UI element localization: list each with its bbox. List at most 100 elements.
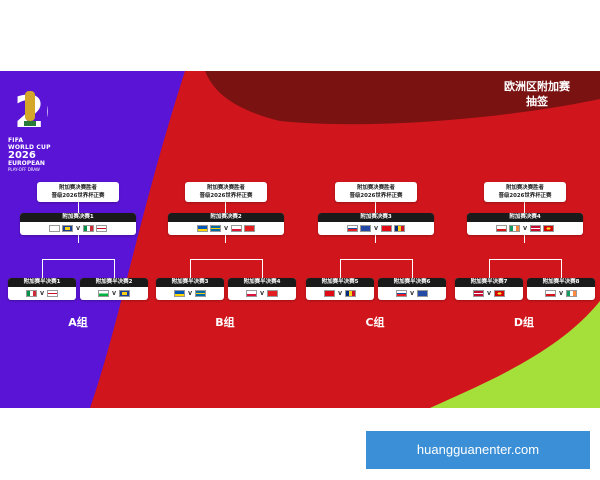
vs-label: V: [112, 290, 116, 297]
ukraine-flag-icon: [174, 290, 185, 297]
ireland-flag-icon: [566, 290, 577, 297]
connector-line: [42, 259, 43, 278]
group-b-label: B组: [215, 316, 235, 329]
connector-line: [262, 259, 263, 278]
czech-flag-icon: [496, 225, 507, 232]
vs-label: V: [76, 225, 80, 232]
semi-box-5: 附加赛半决赛5 V: [306, 278, 374, 300]
connector-line: [340, 259, 341, 278]
connector-line: [561, 259, 562, 278]
semi-title: 附加赛半决赛4: [228, 278, 296, 287]
semi-box-2: 附加赛半决赛2 V: [80, 278, 148, 300]
italy-flag-icon: [26, 290, 37, 297]
kosovo-flag-icon: [417, 290, 428, 297]
bosnia-flag-icon: [62, 225, 73, 232]
final-title: 附加赛决赛4: [467, 213, 583, 222]
semi-box-7: 附加赛半决赛7 V: [455, 278, 523, 300]
vs-label: V: [338, 290, 342, 297]
northern-ireland-flag-icon: [47, 290, 58, 297]
qualify-label: 晋级2026世界杯正赛: [498, 193, 552, 199]
logo-year: 2026: [8, 150, 36, 161]
world-cup-logo: 26 FIFA WORLD CUP 2026 EUROPEAN PLAY-OFF…: [8, 85, 75, 172]
connector-line: [489, 259, 561, 260]
final-title: 附加赛决赛2: [168, 213, 284, 222]
vs-label: V: [224, 225, 228, 232]
vs-label: V: [523, 225, 527, 232]
north-macedonia-flag-icon: [494, 290, 505, 297]
semi-title: 附加赛半决赛5: [306, 278, 374, 287]
semi-title: 附加赛半决赛3: [156, 278, 224, 287]
group-c-label: C组: [365, 316, 385, 329]
semi-box-3: 附加赛半决赛3 V: [156, 278, 224, 300]
vs-label: V: [188, 290, 192, 297]
winner-box-b: 附加赛决赛胜者 晋级2026世界杯正赛: [185, 182, 267, 202]
logo-european: EUROPEAN: [8, 160, 45, 167]
poland-flag-icon: [246, 290, 257, 297]
northern-ireland-flag-icon: [96, 225, 107, 232]
logo-world-cup: WORLD CUP: [8, 144, 51, 151]
title-line-2: 抽签: [526, 95, 548, 108]
connector-line: [489, 259, 490, 278]
sweden-flag-icon: [195, 290, 206, 297]
fifa-label: FIFA: [8, 137, 24, 144]
vs-label: V: [374, 225, 378, 232]
semi-title: 附加赛半决赛1: [8, 278, 76, 287]
turkey-flag-icon: [324, 290, 335, 297]
bosnia-flag-icon: [119, 290, 130, 297]
vs-label: V: [40, 290, 44, 297]
albania-flag-icon: [244, 225, 255, 232]
semi-box-1: 附加赛半决赛1 V: [8, 278, 76, 300]
winner-label: 附加赛决赛胜者: [357, 185, 395, 191]
qualify-label: 晋级2026世界杯正赛: [199, 193, 253, 199]
final-box-c: 附加赛决赛3 V: [318, 213, 434, 235]
site-watermark: huangguanenter.com: [366, 431, 590, 469]
semi-box-4: 附加赛半决赛4 V: [228, 278, 296, 300]
poster-background: [0, 71, 600, 408]
semi-title: 附加赛半决赛2: [80, 278, 148, 287]
winner-box-a: 附加赛决赛胜者 晋级2026世界杯正赛: [37, 182, 119, 202]
title-line-1: 欧洲区附加赛: [504, 80, 570, 93]
trophy-26-icon: 26: [12, 85, 75, 138]
page-title: 欧洲区附加赛 抽签: [504, 79, 570, 109]
winner-label: 附加赛决赛胜者: [59, 185, 97, 191]
qualify-label: 晋级2026世界杯正赛: [51, 193, 105, 199]
group-d-label: D组: [513, 316, 535, 329]
final-box-a: 附加赛决赛1 V: [20, 213, 136, 235]
winner-box-d: 附加赛决赛胜者 晋级2026世界杯正赛: [484, 182, 566, 202]
denmark-flag-icon: [473, 290, 484, 297]
semi-title: 附加赛半决赛6: [378, 278, 446, 287]
connector-line: [190, 259, 262, 260]
winner-label: 附加赛决赛胜者: [207, 185, 245, 191]
logo-playoff-draw: PLAY-OFF DRAW: [8, 167, 40, 172]
slovakia-flag-icon: [396, 290, 407, 297]
ukraine-flag-icon: [197, 225, 208, 232]
north-macedonia-flag-icon: [543, 225, 554, 232]
vs-label: V: [487, 290, 491, 297]
final-box-b: 附加赛决赛2 V: [168, 213, 284, 235]
qualify-label: 晋级2026世界杯正赛: [349, 193, 403, 199]
romania-flag-icon: [394, 225, 405, 232]
connector-line: [42, 259, 114, 260]
final-title: 附加赛决赛3: [318, 213, 434, 222]
kosovo-flag-icon: [360, 225, 371, 232]
semi-box-6: 附加赛半决赛6 V: [378, 278, 446, 300]
connector-line: [114, 259, 115, 278]
turkey-flag-icon: [381, 225, 392, 232]
semi-box-8: 附加赛半决赛8 V: [527, 278, 595, 300]
italy-flag-icon: [83, 225, 94, 232]
poland-flag-icon: [231, 225, 242, 232]
connector-line: [412, 259, 413, 278]
vs-label: V: [410, 290, 414, 297]
semi-title: 附加赛半决赛7: [455, 278, 523, 287]
semi-title: 附加赛半决赛8: [527, 278, 595, 287]
slovakia-flag-icon: [347, 225, 358, 232]
wales-flag-icon: [49, 225, 60, 232]
ireland-flag-icon: [509, 225, 520, 232]
final-title: 附加赛决赛1: [20, 213, 136, 222]
group-a-label: A组: [68, 316, 88, 329]
winner-box-c: 附加赛决赛胜者 晋级2026世界杯正赛: [335, 182, 417, 202]
vs-label: V: [260, 290, 264, 297]
vs-label: V: [559, 290, 563, 297]
wales-flag-icon: [98, 290, 109, 297]
romania-flag-icon: [345, 290, 356, 297]
